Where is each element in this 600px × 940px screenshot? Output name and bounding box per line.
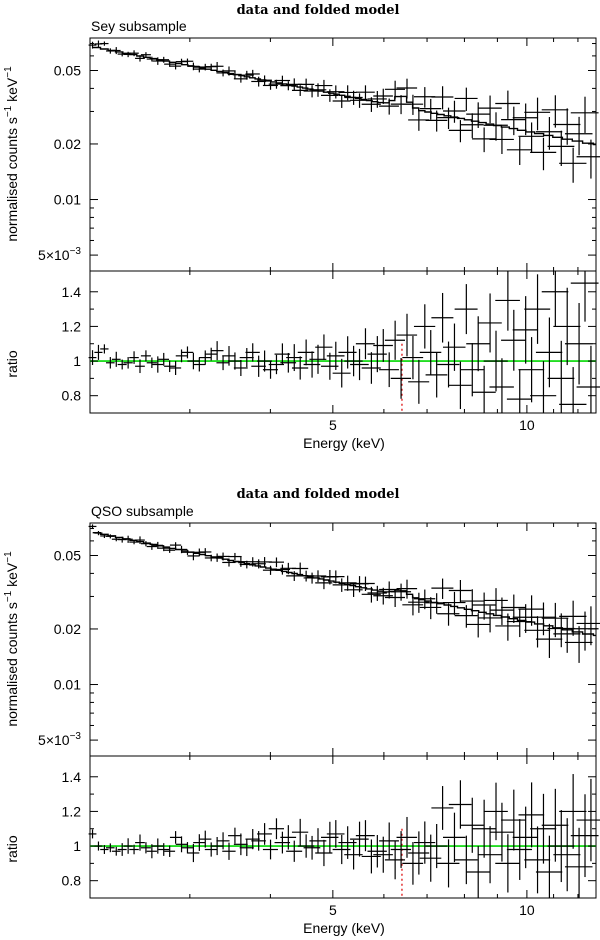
qso-ratio-data-points (88, 774, 600, 898)
qso-spec-ytick-label: 0.05 (54, 548, 81, 564)
sey-ratio-ytick-label: 1.4 (62, 284, 82, 300)
qso-spec-ytick-label: 5×10−3 (38, 731, 81, 748)
sey-spec-ytick-label: 0.02 (54, 136, 81, 152)
qso-chart-title: data and folded model (237, 487, 400, 502)
qso-folded-model-line (92, 532, 596, 637)
qso-xlabel: Energy (keV) (303, 920, 385, 936)
qso-subtitle: QSO subsample (91, 503, 194, 519)
sey-ratio-ticks (90, 271, 596, 413)
sey-ratio-ylabel: ratio (4, 350, 20, 377)
sey-spec-ytick-label: 0.01 (54, 192, 81, 208)
qso-ratio-plot: 0.8 1 1.2 1.4 5 10 (62, 755, 600, 918)
qso-xtick-label: 10 (519, 902, 535, 918)
sey-ratio-ytick-labels: 0.8 1 1.2 1.4 (62, 284, 82, 404)
qso-ratio-ytick-label: 1 (73, 838, 81, 854)
qso-spec-ytick-exponent: −3 (70, 731, 82, 742)
qso-spec-ytick-label: 0.01 (54, 677, 81, 693)
qso-ratio-ylabel: ratio (4, 835, 20, 862)
sey-ratio-frame (89, 270, 597, 414)
qso-ratio-ticks (90, 756, 596, 898)
qso-ratio-ytick-label: 1.4 (62, 769, 82, 785)
sey-spectrum-ticks (90, 38, 596, 271)
qso-xtick-labels: 5 10 (329, 902, 535, 918)
qso-spectrum-ylabel: normalised counts s−1 keV−1 (3, 551, 20, 727)
sey-spec-ytick-exponent: −3 (70, 246, 82, 257)
qso-spectrum-data-points (88, 524, 600, 663)
qso-ratio-ytick-label: 1.2 (62, 803, 82, 819)
sey-xtick-label: 10 (519, 417, 535, 433)
sey-ratio-ytick-label: 0.8 (62, 388, 82, 404)
qso-spectrum-frame (89, 522, 597, 757)
sey-spectrum-ytick-labels: 5×10−3 0.01 0.02 0.05 (38, 63, 81, 264)
qso-ratio-frame (89, 755, 597, 899)
sey-spectrum-ylabel: normalised counts s−1 keV−1 (3, 66, 20, 242)
sey-spec-ytick-label: 0.05 (54, 63, 81, 79)
sey-ratio-ytick-label: 1 (73, 353, 81, 369)
sey-spectrum-plot: 5×10−3 0.01 0.02 0.05 (38, 37, 600, 272)
qso-spectrum-plot: 5×10−3 0.01 0.02 0.05 (38, 522, 600, 757)
sey-spec-ytick-label: 5×10−3 (38, 246, 81, 263)
qso-spectrum-ytick-labels: 5×10−3 0.01 0.02 0.05 (38, 548, 81, 749)
sey-ratio-data-points (88, 271, 600, 413)
sey-chart-title: data and folded model (237, 3, 400, 18)
qso-spectrum-ticks (90, 523, 596, 756)
qso-ratio-ytick-labels: 0.8 1 1.2 1.4 (62, 769, 82, 889)
sey-xlabel: Energy (keV) (303, 435, 385, 451)
sey-panel: data and folded model Sey subsample 5×10… (3, 3, 600, 451)
qso-ratio-ytick-label: 0.8 (62, 873, 82, 889)
qso-spec-ytick-label: 0.02 (54, 621, 81, 637)
sey-xtick-label: 5 (329, 417, 337, 433)
sey-folded-model-line (92, 46, 596, 146)
sey-ratio-plot: 0.8 1 1.2 1.4 5 10 (62, 270, 600, 433)
sey-ratio-ytick-label: 1.2 (62, 318, 82, 334)
sey-spectrum-data-points (88, 40, 600, 183)
sey-xtick-labels: 5 10 (329, 417, 535, 433)
sey-subtitle: Sey subsample (91, 18, 187, 34)
qso-panel: data and folded model QSO subsample 5×10… (3, 487, 600, 936)
qso-xtick-label: 5 (329, 902, 337, 918)
